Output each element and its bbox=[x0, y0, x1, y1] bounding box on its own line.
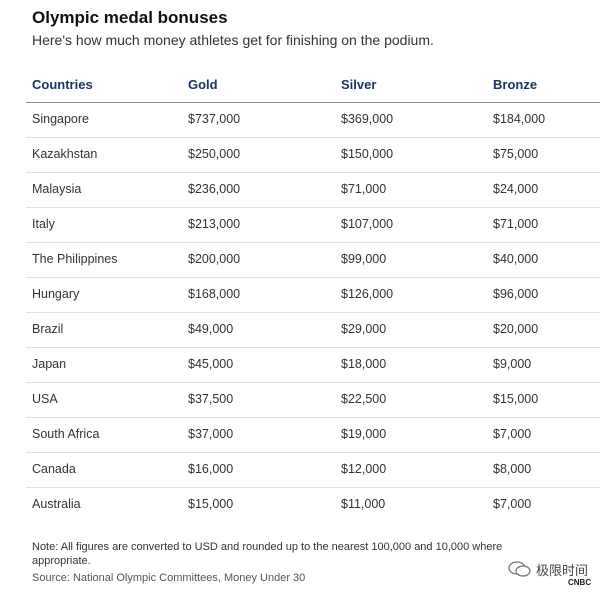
bonus: $150,000 bbox=[341, 147, 394, 161]
bonus: $369,000 bbox=[341, 112, 394, 126]
country: Australia bbox=[32, 497, 81, 511]
bonus: $16,000 bbox=[188, 462, 234, 476]
bonus: $250,000 bbox=[188, 147, 241, 161]
bonus: $24,000 bbox=[493, 182, 539, 196]
country: Japan bbox=[32, 357, 67, 371]
bonus: $19,000 bbox=[341, 427, 387, 441]
bonus: $107,000 bbox=[341, 217, 394, 231]
bonus: $20,000 bbox=[493, 322, 539, 336]
bonus: $200,000 bbox=[188, 252, 241, 266]
bonus: $18,000 bbox=[341, 357, 387, 371]
bonus: $11,000 bbox=[341, 497, 386, 511]
watermark: 极限时间 bbox=[536, 563, 589, 578]
column-header: Countries bbox=[32, 77, 93, 92]
wechat-icon bbox=[508, 561, 531, 577]
bonus: $15,000 bbox=[188, 497, 234, 511]
country: Singapore bbox=[32, 112, 89, 126]
source: Source: National Olympic Committees, Mon… bbox=[32, 572, 306, 584]
bonus: $213,000 bbox=[188, 217, 241, 231]
bonus: $22,500 bbox=[341, 392, 387, 406]
title: Olympic medal bonuses bbox=[32, 8, 228, 27]
row-rule bbox=[26, 172, 600, 173]
column-header: Bronze bbox=[493, 77, 538, 92]
row-rule bbox=[26, 452, 600, 453]
bonus: $40,000 bbox=[493, 252, 539, 266]
row-rule bbox=[26, 347, 600, 348]
note: Note: All figures are converted to USD a… bbox=[32, 541, 503, 567]
bonus: $236,000 bbox=[188, 182, 241, 196]
bonus: $8,000 bbox=[493, 462, 532, 476]
bonus: $737,000 bbox=[188, 112, 241, 126]
row-rule bbox=[26, 207, 600, 208]
bonus: $37,500 bbox=[188, 392, 234, 406]
country: Hungary bbox=[32, 287, 80, 301]
row-rule bbox=[26, 242, 600, 243]
country: Brazil bbox=[32, 322, 64, 336]
bonus: $184,000 bbox=[493, 112, 546, 126]
country: Canada bbox=[32, 462, 76, 476]
subtitle: Here's how much money athletes get for f… bbox=[32, 32, 434, 48]
bonus: $7,000 bbox=[493, 427, 532, 441]
bonus: $126,000 bbox=[341, 287, 394, 301]
country: South Africa bbox=[32, 427, 100, 441]
column-header: Gold bbox=[188, 77, 218, 92]
logo: CNBC bbox=[568, 578, 592, 587]
row-rule bbox=[26, 277, 600, 278]
bonus: $7,000 bbox=[493, 497, 532, 511]
country: Kazakhstan bbox=[32, 147, 98, 161]
bonus: $99,000 bbox=[341, 252, 387, 266]
bonus: $168,000 bbox=[188, 287, 241, 301]
bonus: $29,000 bbox=[341, 322, 387, 336]
row-rule bbox=[26, 312, 600, 313]
bonus: $45,000 bbox=[188, 357, 234, 371]
row-rule bbox=[26, 382, 600, 383]
country: Italy bbox=[32, 217, 55, 231]
bonus: $12,000 bbox=[341, 462, 387, 476]
bonus: $71,000 bbox=[341, 182, 387, 196]
bonus: $75,000 bbox=[493, 147, 539, 161]
header-rule bbox=[26, 102, 600, 103]
row-rule bbox=[26, 137, 600, 138]
row-rule bbox=[26, 417, 600, 418]
row-rule bbox=[26, 487, 600, 488]
bonus: $71,000 bbox=[493, 217, 539, 231]
country: The Philippines bbox=[32, 252, 118, 266]
bonus: $15,000 bbox=[493, 392, 539, 406]
bonus: $96,000 bbox=[493, 287, 539, 301]
bonus: $49,000 bbox=[188, 322, 234, 336]
bonus: $37,000 bbox=[188, 427, 234, 441]
country: Malaysia bbox=[32, 182, 82, 196]
country: USA bbox=[32, 392, 58, 406]
column-header: Silver bbox=[341, 77, 377, 92]
bonus: $9,000 bbox=[493, 357, 532, 371]
